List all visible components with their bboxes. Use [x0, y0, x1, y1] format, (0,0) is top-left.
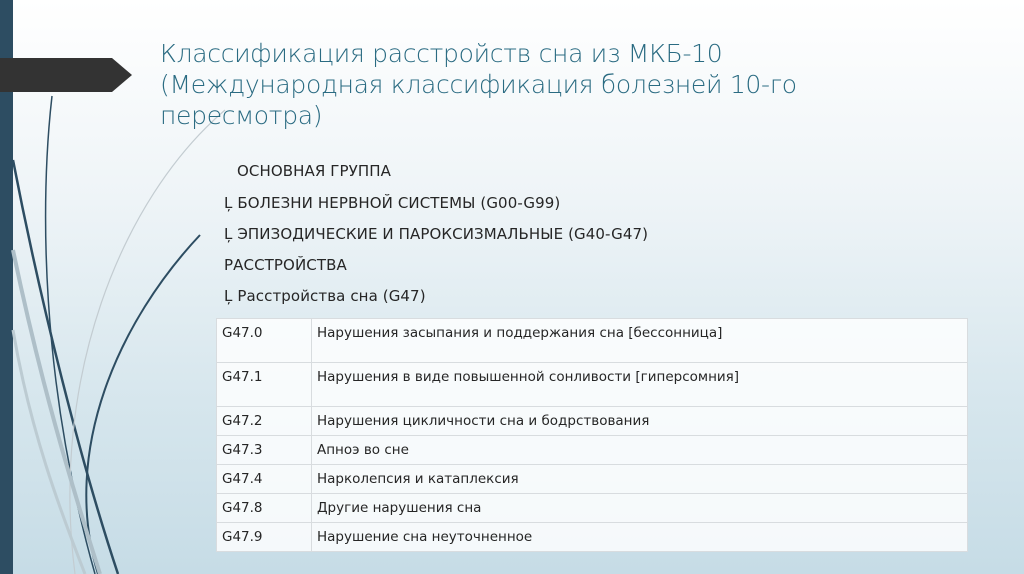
- table-row: G47.1 Нарушения в виде повышенной сонливо…: [216, 362, 968, 407]
- table-row: G47.2 Нарушения цикличности сна и бодрств…: [216, 406, 968, 436]
- hierarchy-line: РАССТРОЙСТВА: [224, 256, 347, 274]
- curve: [69, 109, 226, 574]
- code-cell: G47.3: [216, 435, 312, 465]
- code-cell: G47.8: [216, 493, 312, 523]
- hierarchy-line: Ļ Расстройства сна (G47): [224, 287, 426, 305]
- desc-cell: Апноэ во сне: [311, 435, 968, 465]
- table-row: G47.9 Нарушение сна неуточненное: [216, 522, 968, 552]
- desc-cell: Нарушения засыпания и поддержания сна [б…: [311, 318, 968, 363]
- desc-cell: Нарушения в виде повышенной сонливости […: [311, 362, 968, 407]
- desc-cell: Нарколепсия и катаплексия: [311, 464, 968, 494]
- table-row: G47.3 Апноэ во сне: [216, 435, 968, 465]
- curve: [85, 234, 201, 574]
- desc-cell: Другие нарушения сна: [311, 493, 968, 523]
- desc-cell: Нарушения цикличности сна и бодрствовани…: [311, 406, 968, 436]
- arrow-shape: [0, 58, 132, 92]
- code-cell: G47.2: [216, 406, 312, 436]
- curve: [11, 159, 120, 574]
- table-row: G47.4 Нарколепсия и катаплексия: [216, 464, 968, 494]
- code-cell: G47.9: [216, 522, 312, 552]
- hierarchy-line: ОСНОВНАЯ ГРУППА: [237, 162, 392, 180]
- curve: [11, 329, 87, 574]
- icd-code-table: G47.0 Нарушения засыпания и поддержания с…: [216, 318, 968, 552]
- curve: [11, 249, 102, 574]
- hierarchy-line: Ļ БОЛЕЗНИ НЕРВНОЙ СИСТЕМЫ (G00-G99): [224, 194, 561, 212]
- left-accent-bar: [0, 0, 13, 574]
- desc-cell: Нарушение сна неуточненное: [311, 522, 968, 552]
- code-cell: G47.0: [216, 318, 312, 363]
- table-row: G47.8 Другие нарушения сна: [216, 493, 968, 523]
- code-cell: G47.4: [216, 464, 312, 494]
- code-cell: G47.1: [216, 362, 312, 407]
- slide-title: Классификация расстройств сна из МКБ-10 …: [160, 39, 797, 130]
- hierarchy-line: Ļ ЭПИЗОДИЧЕСКИЕ И ПАРОКСИЗМАЛЬНЫЕ (G40-G…: [224, 225, 649, 243]
- table-row: G47.0 Нарушения засыпания и поддержания с…: [216, 318, 968, 363]
